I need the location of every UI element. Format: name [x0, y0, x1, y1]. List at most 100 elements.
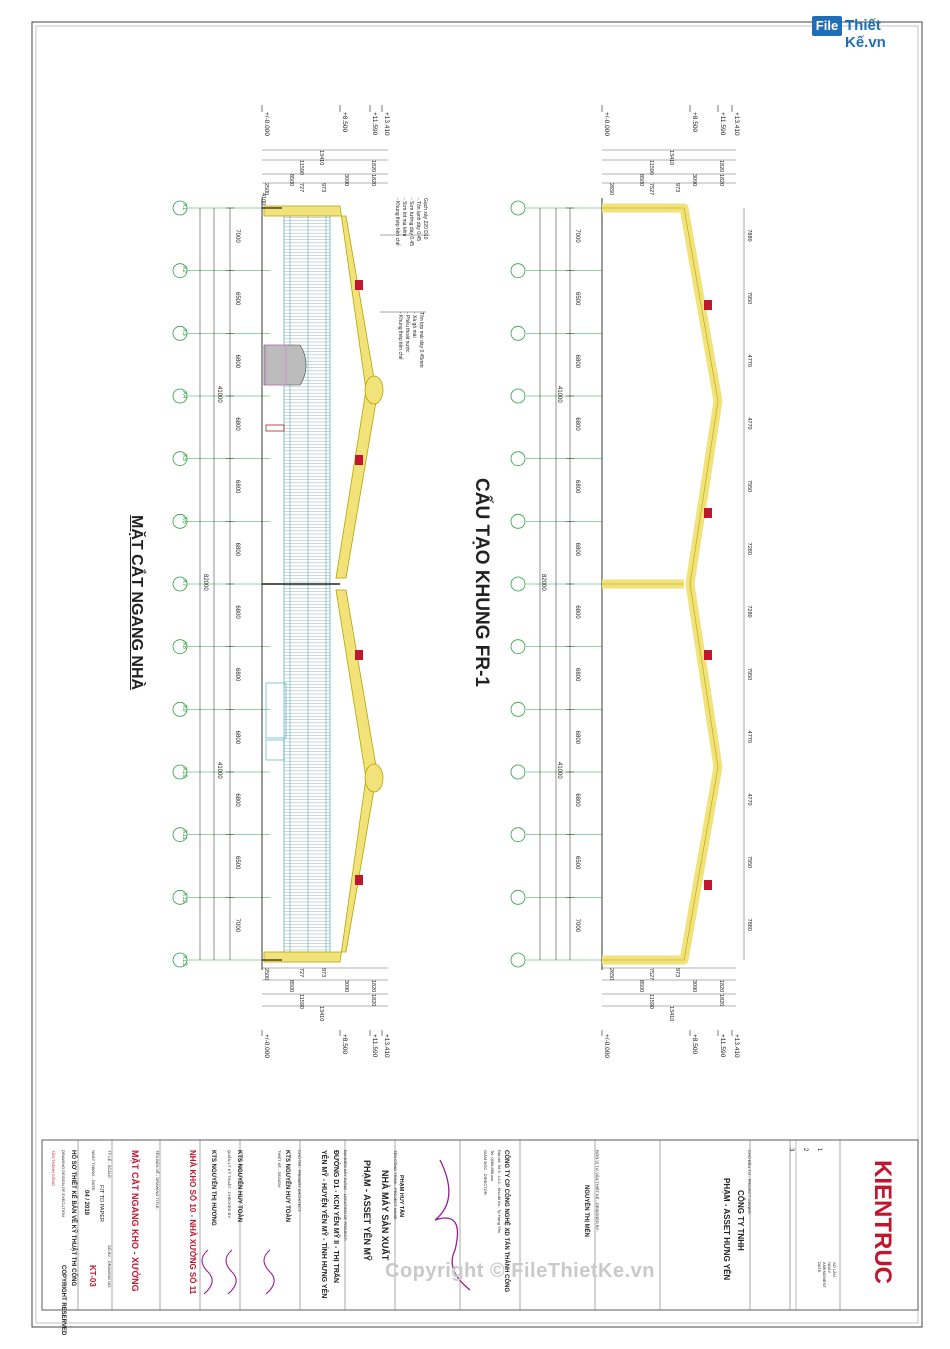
revision-header: NGÀY — [827, 1262, 832, 1274]
level-bottom: +/-0.000 — [603, 1034, 610, 1058]
level-bottom: +13.410 — [733, 1034, 740, 1058]
level-bottom: +11.590 — [371, 1034, 378, 1058]
revision-header: AMENDMENT — [822, 1262, 827, 1288]
design-company-line: GIÁM ĐỐC - DIRECTOR: — [483, 1150, 488, 1196]
check-label: QUẢN LÝ KỸ THUẬT - CHECKED BY: — [227, 1150, 232, 1219]
grid-bubble — [172, 325, 188, 341]
grid-bubble — [510, 639, 526, 655]
ridge-ventilator — [364, 763, 384, 793]
grid-bubble — [172, 639, 188, 655]
owner-name: CÔNG TY TNHH — [736, 1190, 745, 1251]
logo-mark: File — [812, 16, 842, 36]
bottom-dim: 973 — [320, 968, 326, 977]
grid-bubble — [172, 513, 188, 529]
stamp-text: TẤN THÀNH CÔNG — [51, 1150, 56, 1186]
bottom-dim: 11590 — [298, 994, 304, 1009]
revision-header: DATE — [817, 1262, 822, 1273]
grid-label: X10 — [181, 767, 187, 778]
bay-dimension: 6800 — [234, 417, 240, 431]
top-dim: 727 — [298, 183, 304, 192]
grid-label: X8 — [181, 642, 187, 650]
grid-bubble — [510, 576, 526, 592]
owner-name: PHẠM - ASSET HƯNG YÊN — [722, 1178, 731, 1280]
grid-bubble — [510, 701, 526, 717]
material-note: - Khung thép tiền chế — [394, 198, 400, 246]
grid-bubble — [510, 451, 526, 467]
staff-signature — [201, 1249, 213, 1295]
top-dim: 2650 — [608, 183, 614, 195]
bottom-dim: 13410 — [318, 1006, 324, 1021]
bottom-dim: 3090 — [691, 980, 697, 992]
grid-bubble — [510, 513, 526, 529]
location-line: YÊN MỸ - HUYỆN YÊN MỸ - TỈNH HƯNG YÊN — [320, 1150, 329, 1298]
owner-label: CHỦ ĐẦU TƯ - PROJECT OWNER: — [747, 1150, 752, 1215]
material-note: Gạch xây 220 D10 — [422, 198, 428, 240]
grid-label: X6 — [181, 516, 187, 524]
sheet-border-outer — [31, 21, 923, 1328]
bay-dimension: 6800 — [574, 355, 580, 369]
bay-dimension: 6800 — [234, 793, 240, 807]
level-top: +11.590 — [719, 112, 726, 136]
bottom-dim: 727 — [298, 968, 304, 977]
sheet-number: KT-03 — [88, 1265, 97, 1287]
level-bottom: +13.410 — [383, 1034, 390, 1058]
splice-marker — [704, 650, 712, 660]
window-marker — [265, 424, 285, 432]
top-dim: 3090 — [343, 174, 349, 186]
top-dim: 1820 — [718, 174, 724, 186]
bottom-dim: 8500 — [638, 980, 644, 992]
designer-name: KTS NGUYỄN HUY TOÀN — [236, 1150, 243, 1222]
material-note: - Sơn tường dày 0.45 — [408, 198, 414, 246]
top-dim: 1820 — [370, 174, 376, 186]
grid-bubble — [172, 388, 188, 404]
design-company-line: Địa chỉ: Số 9 - Lô 1 - Khu đô thị - Tp H… — [497, 1150, 502, 1233]
grid-bubble — [172, 576, 188, 592]
bottom-dim: 8500 — [288, 980, 294, 992]
bottom-dim: 2500 — [263, 968, 269, 980]
rafter-dimension: 7950 — [746, 856, 752, 868]
site-logo[interactable]: File Thiết Kế.vn — [812, 14, 922, 51]
bracing-marker — [355, 455, 363, 465]
grid-label: X9 — [181, 704, 187, 712]
bay-dimension: 7000 — [234, 229, 240, 243]
grid-label: X11 — [181, 830, 187, 841]
location-label: ĐỊA ĐIỂM XÂY DỰNG - LOCATION OF PROJECT: — [343, 1150, 348, 1241]
total-dimension: 82000 — [202, 574, 208, 591]
bottom-dim: 1820 — [370, 994, 376, 1006]
material-note: - Xà gồ mái — [411, 312, 417, 338]
level-bottom: +8.500 — [341, 1034, 348, 1054]
scale-value: FIT TO PAPER — [98, 1185, 104, 1222]
top-dim: 7527 — [648, 183, 654, 195]
grid-bubble — [172, 451, 188, 467]
bay-dimension: 6800 — [234, 480, 240, 494]
level-top: +8.500 — [691, 112, 698, 132]
stage-line: HỒ SƠ THIẾT KẾ BẢN VẼ KỸ THUẬT THI CÔNG — [70, 1150, 78, 1286]
rafter-dimension: 7880 — [746, 229, 752, 241]
date-value: 04 / 2019 — [83, 1190, 89, 1216]
rafter-dimension: 7280 — [746, 605, 752, 617]
splice-marker — [704, 880, 712, 890]
chief-name: KTS NGUYỄN HUY TOÀN — [284, 1150, 291, 1222]
cladding-boundary — [283, 213, 331, 957]
level-top: +/-0.000 — [263, 112, 270, 136]
director-signature — [434, 1159, 471, 1291]
drawing-title-label: TÊN BẢN VẼ - DRAWING TITLE: — [155, 1150, 160, 1210]
bay-dimension: 6800 — [234, 605, 240, 619]
material-note: - Khung thép tiền chế — [397, 312, 403, 360]
scale-label: TỶ LỆ - SCALE: — [107, 1150, 112, 1179]
splice-marker — [704, 300, 712, 310]
bay-dimension: 6500 — [574, 292, 580, 306]
frame-detail-drawing: 7000 6500 6800 6800 6800 6800 6800 6800 6800 6800… — [510, 105, 752, 1058]
bottom-dim: 1820 — [718, 994, 724, 1006]
project-label: TÊN CÔNG TRÌNH - PROJECT NAME: — [393, 1150, 398, 1220]
top-dim: 1820 — [370, 160, 376, 172]
bay-dimension: 7000 — [574, 229, 580, 243]
roller-door — [263, 344, 307, 386]
level-top: +13.410 — [733, 112, 740, 136]
bottom-dim: 1820 — [370, 980, 376, 992]
bay-dimension: 6800 — [574, 480, 580, 494]
top-dim: 3090 — [691, 174, 697, 186]
span-dimension: 41000 — [556, 762, 562, 779]
